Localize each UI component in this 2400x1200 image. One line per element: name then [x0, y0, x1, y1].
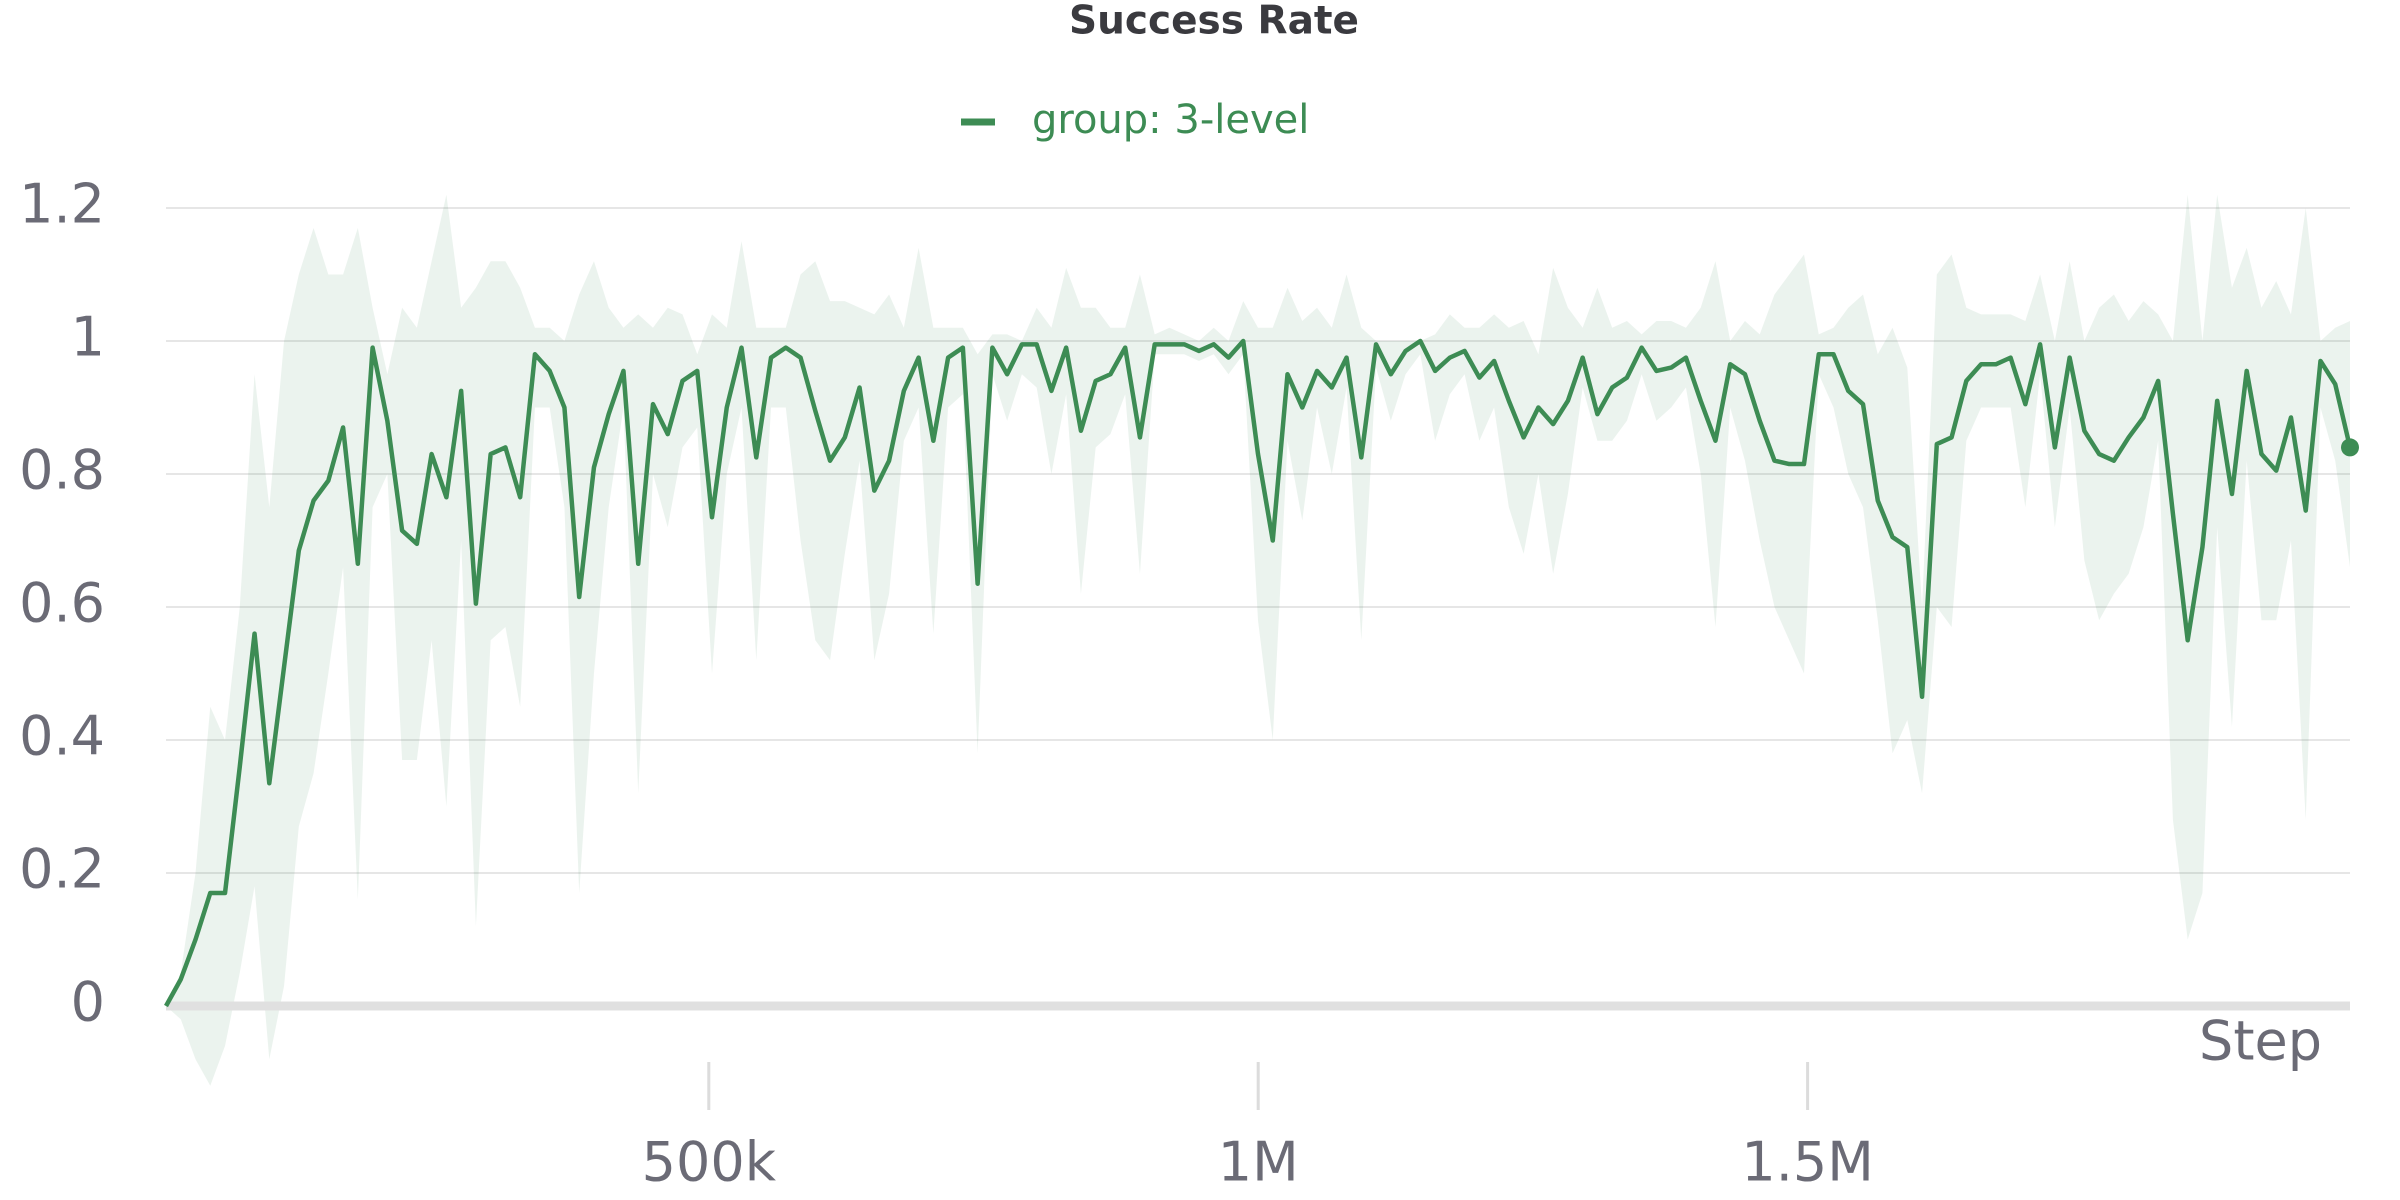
y-tick-label: 0.8 — [19, 439, 105, 502]
y-tick-label: 0.4 — [19, 705, 105, 768]
y-tick-label: 0.6 — [19, 572, 105, 635]
series-line — [164, 338, 2353, 1008]
end-point — [2341, 438, 2359, 457]
y-tick-label: 1.2 — [19, 173, 105, 236]
x-tick-label: 1.5M — [1741, 1131, 1873, 1194]
legend-label: group: 3-level — [1032, 97, 1309, 143]
x-tick-label: 500k — [642, 1131, 777, 1194]
x-tick-label: 1M — [1218, 1131, 1299, 1194]
chart-title: Success Rate — [1069, 0, 1359, 44]
y-tick-label: 0.2 — [19, 838, 105, 901]
range-band — [166, 194, 2350, 1086]
y-tick-label: 0 — [71, 971, 105, 1034]
y-tick-label: 1 — [71, 306, 105, 369]
x-axis-label: Step — [2199, 1010, 2322, 1073]
